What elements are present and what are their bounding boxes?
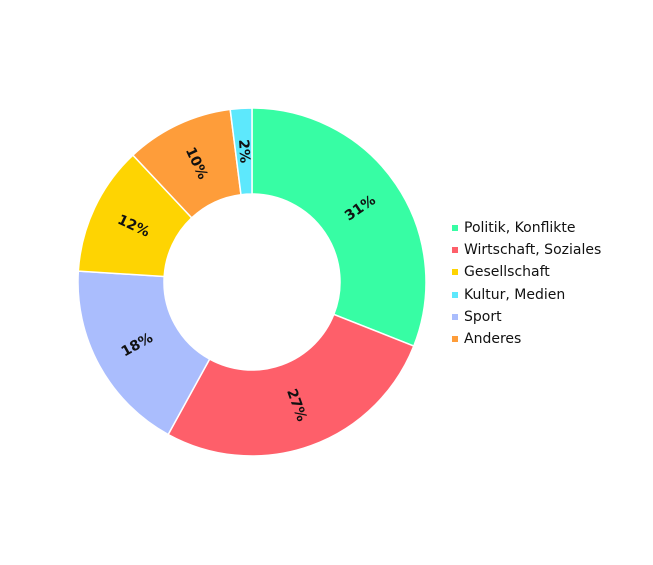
legend-label: Kultur, Medien xyxy=(464,286,566,303)
legend-label: Wirtschaft, Soziales xyxy=(464,242,602,259)
legend-item[interactable]: Anderes xyxy=(452,328,601,350)
legend: Politik, Konflikte Wirtschaft, Soziales … xyxy=(452,217,601,350)
legend-item[interactable]: Gesellschaft xyxy=(452,261,601,283)
legend-swatch xyxy=(452,225,458,232)
legend-label: Sport xyxy=(464,308,502,325)
legend-item[interactable]: Politik, Konflikte xyxy=(452,217,601,239)
legend-item[interactable]: Kultur, Medien xyxy=(452,284,601,306)
legend-swatch xyxy=(452,291,458,298)
slice-politik-konflikte[interactable] xyxy=(251,107,427,348)
legend-swatch xyxy=(452,247,458,254)
legend-swatch xyxy=(452,313,458,320)
data-label: 2% xyxy=(235,139,252,164)
legend-item[interactable]: Wirtschaft, Soziales xyxy=(452,239,601,261)
legend-label: Gesellschaft xyxy=(464,264,550,281)
legend-label: Politik, Konflikte xyxy=(464,220,576,237)
legend-item[interactable]: Sport xyxy=(452,306,601,328)
legend-swatch xyxy=(452,336,458,343)
slice-kultur-medien[interactable] xyxy=(229,107,253,196)
slice-wirtschaft-soziales[interactable] xyxy=(167,313,415,457)
slice-sport[interactable] xyxy=(77,270,211,436)
legend-label: Anderes xyxy=(464,331,522,348)
legend-swatch xyxy=(452,269,458,276)
